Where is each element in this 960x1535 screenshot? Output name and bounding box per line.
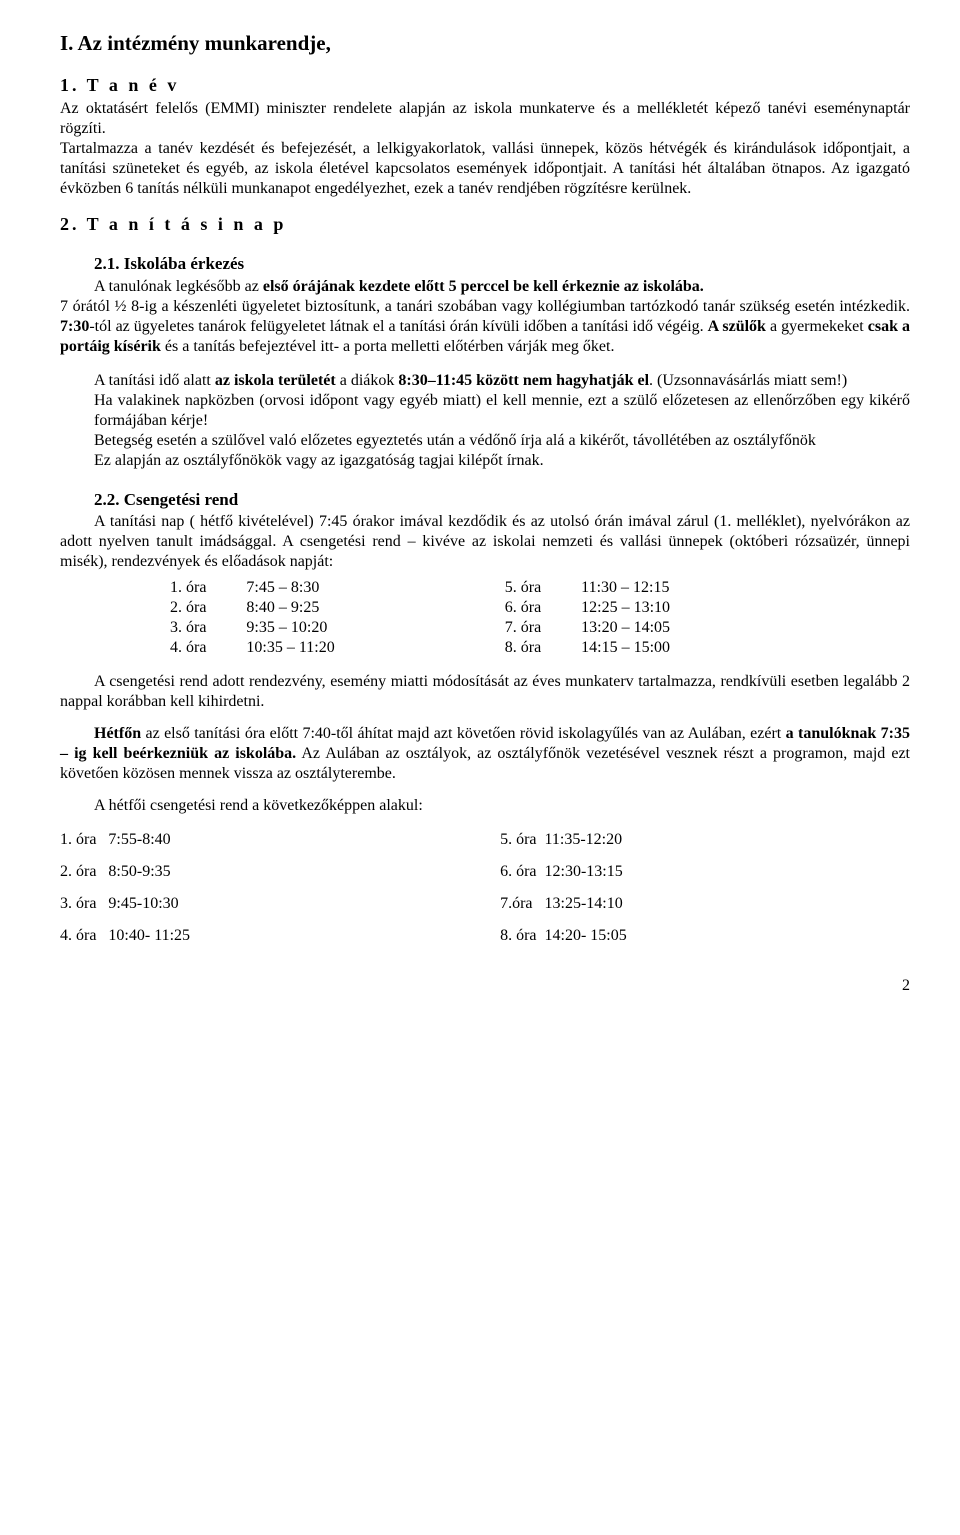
section-1-p1: Az oktatásért felelős (EMMI) miniszter r… bbox=[60, 99, 910, 139]
schedule-table: 1. óra 7:45 – 8:30 2. óra 8:40 – 9:25 3.… bbox=[170, 578, 910, 658]
monday-schedule-table: 1. óra 7:55-8:40 2. óra 8:50-9:35 3. óra… bbox=[60, 824, 910, 952]
text-span: a diákok bbox=[336, 372, 399, 389]
text-span: . (Uzsonnavásárlás miatt sem!) bbox=[649, 372, 847, 389]
main-title: I. Az intézmény munkarendje, bbox=[60, 30, 910, 56]
bold-span: Hétfőn bbox=[94, 725, 141, 742]
section-2-2-p2: A csengetési rend adott rendezvény, esem… bbox=[60, 672, 910, 712]
section-2-1-p6: Ez alapján az osztályfőnökök vagy az iga… bbox=[94, 451, 910, 471]
monday-right-column: 5. óra 11:35-12:20 6. óra 12:30-13:15 7.… bbox=[500, 824, 627, 952]
monday-left-column: 1. óra 7:55-8:40 2. óra 8:50-9:35 3. óra… bbox=[60, 824, 190, 952]
section-1-heading: 1. T a n é v bbox=[60, 74, 910, 97]
bold-span: 7:30 bbox=[60, 318, 89, 335]
section-2-2-p3: Hétfőn az első tanítási óra előtt 7:40-t… bbox=[60, 724, 910, 784]
text-span: A tanulónak legkésőbb az bbox=[94, 278, 263, 295]
text-span: -tól az ügyeletes tanárok felügyeletet l… bbox=[89, 318, 707, 335]
section-2-2-heading: 2.2. Csengetési rend bbox=[94, 489, 910, 510]
section-2-1-p5: Betegség esetén a szülővel való előzetes… bbox=[94, 431, 910, 451]
section-1-p2: Tartalmazza a tanév kezdését és befejezé… bbox=[60, 139, 910, 199]
schedule-left-column: 1. óra 7:45 – 8:30 2. óra 8:40 – 9:25 3.… bbox=[170, 578, 335, 658]
bold-span: az iskola területét bbox=[215, 372, 336, 389]
section-2-1-p2: 7 órától ½ 8-ig a készenléti ügyeletet b… bbox=[60, 297, 910, 357]
section-2-1-heading: 2.1. Iskolába érkezés bbox=[94, 253, 910, 274]
text-span: 7 órától ½ 8-ig a készenléti ügyeletet b… bbox=[60, 298, 910, 315]
section-2-1-p1: A tanulónak legkésőbb az első órájának k… bbox=[60, 277, 910, 297]
text-span: A tanítási idő alatt bbox=[94, 372, 215, 389]
schedule-right-column: 5. óra 11:30 – 12:15 6. óra 12:25 – 13:1… bbox=[505, 578, 670, 658]
section-2-2-p1: A tanítási nap ( hétfő kivételével) 7:45… bbox=[60, 512, 910, 572]
section-2-heading: 2. T a n í t á s i n a p bbox=[60, 213, 910, 236]
schedule-gap bbox=[335, 578, 505, 658]
monday-gap bbox=[190, 824, 500, 952]
section-2-1-p4: Ha valakinek napközben (orvosi időpont v… bbox=[94, 391, 910, 431]
bold-span: első órájának kezdete előtt 5 perccel be… bbox=[263, 278, 704, 295]
bold-span: 8:30–11:45 között nem hagyhatják el bbox=[398, 372, 649, 389]
text-span: és a tanítás befejeztével itt- a porta m… bbox=[161, 338, 615, 355]
bold-span: A szülők bbox=[708, 318, 766, 335]
text-span: az első tanítási óra előtt 7:40-től áhít… bbox=[141, 725, 786, 742]
indented-block-1: A tanítási idő alatt az iskola területét… bbox=[94, 371, 910, 471]
text-span: a gyermekeket bbox=[766, 318, 868, 335]
section-2-1-p3: A tanítási idő alatt az iskola területét… bbox=[94, 371, 910, 391]
section-2-2-p4: A hétfői csengetési rend a következőképp… bbox=[94, 796, 910, 816]
page-number: 2 bbox=[60, 976, 910, 996]
